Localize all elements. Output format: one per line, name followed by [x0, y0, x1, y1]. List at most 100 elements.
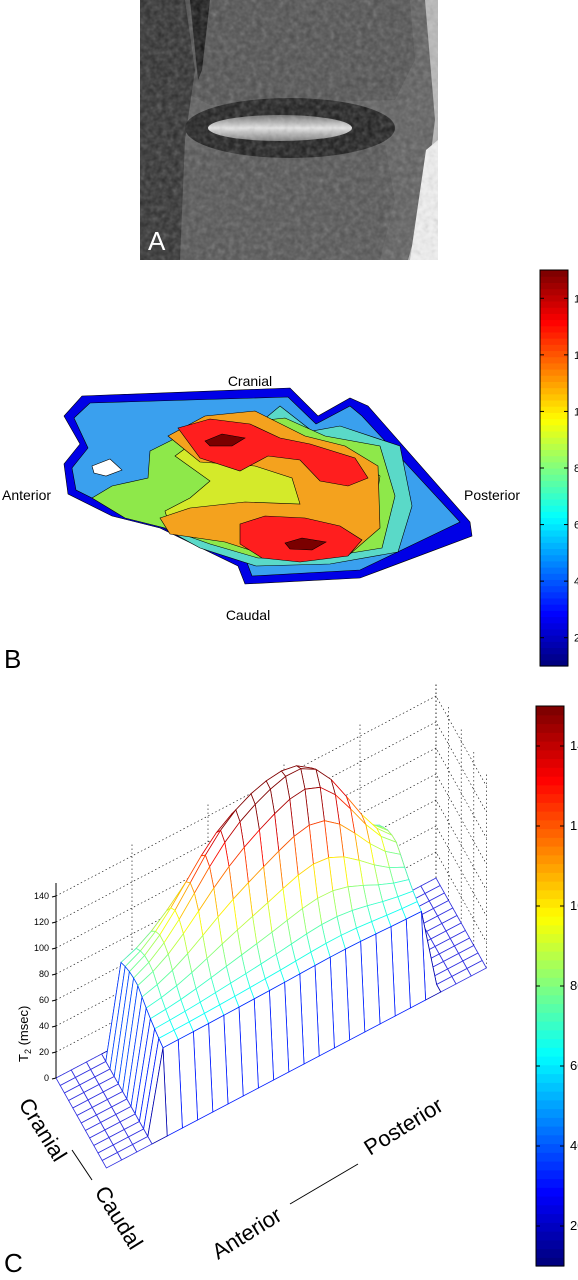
contour-plot — [63, 387, 473, 585]
colorbar-segment — [536, 802, 564, 812]
colorbar-segment — [540, 461, 568, 469]
colorbar-segment — [540, 331, 568, 339]
colorbar-tick-label: 140 — [574, 293, 578, 305]
colorbar-segment — [536, 959, 564, 970]
colorbar-segment — [536, 828, 564, 838]
colorbar-segment — [540, 418, 568, 426]
colorbar-segment — [536, 872, 564, 882]
colorbar-tick-label: 120 — [574, 350, 578, 362]
contour-peak-1 — [204, 433, 246, 447]
colorbar-tick-label: 100 — [570, 898, 578, 913]
colorbar-segment — [536, 1099, 564, 1110]
z-axis-tick — [51, 895, 57, 898]
colorbar-segment — [540, 597, 568, 605]
colorbar-segment — [540, 474, 568, 481]
colorbar-tick-label: 20 — [574, 633, 578, 645]
surface-cell — [101, 1151, 123, 1169]
colorbar-segment — [540, 430, 568, 438]
contour-map-panel: Cranial Caudal Anterior Posterior 20 40 60… — [2, 269, 578, 674]
colorbar-segment — [540, 362, 568, 370]
z-axis-tick — [51, 947, 57, 950]
colorbar-segment — [536, 1003, 564, 1013]
colorbar-segment — [536, 1091, 564, 1101]
colorbar-segment — [540, 579, 568, 587]
colorbar-segment — [540, 647, 568, 655]
colorbar-segment — [540, 406, 568, 413]
colorbar-segment — [536, 1021, 564, 1031]
back-plane-gridline — [55, 747, 487, 949]
colorbar-segment — [540, 468, 568, 475]
colorbar-segment — [540, 641, 568, 649]
z-axis-label: T2 (msec) — [16, 1006, 33, 1062]
colorbar-segment — [540, 344, 568, 352]
axis-dash-anterior-posterior — [289, 1163, 359, 1205]
panel-b-letter: B — [4, 644, 21, 674]
colorbar-segment — [536, 924, 564, 935]
colorbar-tick-label: 20 — [570, 1218, 578, 1233]
colorbar-segment — [540, 536, 568, 543]
colorbar-segment — [540, 492, 568, 500]
colorbar-segment — [536, 741, 564, 751]
colorbar-segment — [540, 542, 568, 550]
axis-word-cranial: Cranial — [14, 1093, 72, 1165]
colorbar-segment — [536, 723, 564, 733]
colorbar-segment — [536, 1038, 564, 1048]
colorbar-segment — [536, 1056, 564, 1066]
colorbar-segment — [540, 529, 568, 537]
back-plane-gridline — [55, 799, 487, 1001]
colorbar-segment — [536, 1082, 564, 1092]
contour-hole — [91, 458, 123, 477]
colorbar-segment — [540, 356, 568, 364]
colorbar-segment — [536, 1257, 564, 1267]
panel-c-letter: C — [4, 1248, 23, 1278]
colorbar-segment — [540, 393, 568, 401]
colorbar-segment — [540, 424, 568, 432]
colorbar-segment — [536, 898, 564, 908]
colorbar-segment — [540, 443, 568, 451]
colorbar-segment — [536, 968, 564, 978]
colorbar-segment — [536, 749, 564, 760]
colorbar-segment — [536, 1239, 564, 1250]
colorbar-tick-label: 80 — [570, 978, 578, 993]
colorbar-segment — [536, 1134, 564, 1145]
colorbar-segment — [536, 907, 564, 917]
colorbar-tick-label: 60 — [570, 1058, 578, 1073]
colorbar-segment — [540, 270, 568, 277]
colorbar-segment — [536, 889, 564, 900]
colorbar-segment — [536, 714, 564, 725]
colorbar-segment — [536, 1196, 564, 1206]
colorbar-segment — [536, 706, 564, 716]
colorbar-segment — [536, 1187, 564, 1197]
colorbar-tick-label: 100 — [574, 406, 578, 418]
axis-dash-cranial-caudal — [71, 1149, 93, 1181]
z-axis-tick — [51, 921, 57, 924]
z-axis-tick-label: 100 — [34, 943, 49, 953]
colorbar-segment — [536, 951, 564, 961]
colorbar-segment — [540, 573, 568, 580]
colorbar-segment — [540, 567, 568, 574]
colorbar-segment — [536, 1161, 564, 1171]
surface-mesh — [55, 765, 487, 1169]
colorbar-segment — [540, 659, 568, 667]
colorbar-segment — [540, 319, 568, 327]
colorbar-c: 20 40 60 80 100 120 140 — [535, 705, 578, 1267]
colorbar-segment — [536, 793, 564, 803]
colorbar-tick-label: 40 — [570, 1138, 578, 1153]
axis-word-anterior: Anterior — [207, 1202, 286, 1264]
colorbar-segment — [540, 554, 568, 562]
colorbar-segment — [540, 338, 568, 345]
label-anterior: Anterior — [2, 487, 51, 503]
colorbar-segment — [536, 863, 564, 873]
z-axis-tick-label: 20 — [39, 1047, 49, 1057]
colorbar-tick-label: 80 — [574, 463, 578, 475]
colorbar-segment — [540, 480, 568, 488]
colorbar-segment — [540, 517, 568, 525]
colorbar-segment — [540, 369, 568, 376]
colorbar-segment — [536, 1178, 564, 1188]
colorbar-segment — [536, 1231, 564, 1241]
z-axis-tick-label: 80 — [39, 969, 49, 979]
colorbar-segment — [536, 933, 564, 943]
colorbar-segment — [536, 1204, 564, 1215]
colorbar-segment — [536, 1213, 564, 1223]
z-axis-tick-label: 140 — [34, 891, 49, 901]
